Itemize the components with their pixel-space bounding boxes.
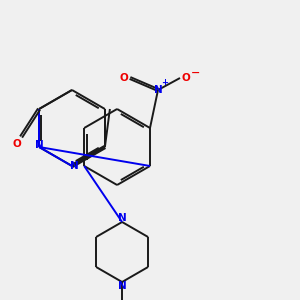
Text: N: N xyxy=(118,213,127,223)
Text: −: − xyxy=(191,68,201,78)
Text: N: N xyxy=(35,140,44,150)
Text: O: O xyxy=(182,73,190,83)
Text: O: O xyxy=(13,139,22,149)
Text: +: + xyxy=(161,77,169,86)
Text: N: N xyxy=(154,85,162,95)
Text: N: N xyxy=(70,161,78,171)
Text: N: N xyxy=(118,281,127,291)
Text: O: O xyxy=(120,73,128,83)
